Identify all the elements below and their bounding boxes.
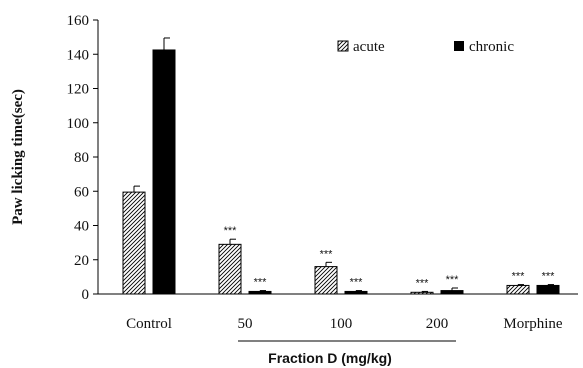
legend: acute chronic [337, 39, 514, 55]
significance-chronic-4: *** [542, 271, 556, 283]
significance-chronic-2: *** [350, 277, 364, 289]
significance-acute-1: *** [224, 225, 238, 237]
bar-chronic-0 [152, 49, 176, 295]
y-tick-label: 20 [74, 253, 89, 269]
x-category-label: 100 [330, 316, 353, 332]
y-axis-label: Paw licking time(sec) [10, 89, 26, 225]
significance-acute-4: *** [512, 271, 526, 283]
legend-swatch-chronic [454, 41, 464, 51]
y-tick-label: 60 [74, 184, 89, 200]
bar-chronic-3 [440, 290, 464, 295]
significance-chronic-1: *** [254, 277, 268, 289]
bars [122, 49, 560, 295]
y-tick-label: 160 [67, 13, 90, 29]
x-category-label: 50 [238, 316, 253, 332]
legend-swatch-acute [337, 40, 349, 52]
y-tick-label: 140 [67, 47, 90, 63]
category-labels: Control 50 100 200 Morphine [126, 316, 563, 332]
bar-chronic-4 [536, 284, 560, 295]
y-axis-ticks: 0 20 40 60 80 100 120 140 160 [67, 13, 98, 303]
significance-acute-2: *** [320, 248, 334, 260]
y-tick-label: 100 [67, 116, 90, 132]
x-category-label: 200 [426, 316, 449, 332]
error-bars [133, 37, 554, 293]
bar-acute-1 [218, 243, 242, 295]
y-tick-label: 120 [67, 82, 90, 98]
y-tick-label: 0 [82, 287, 90, 303]
bar-acute-4 [506, 284, 530, 295]
bar-chronic-1 [248, 290, 272, 295]
x-category-label: Control [126, 316, 172, 332]
bar-chronic-2 [344, 290, 368, 295]
group-label: Fraction D (mg/kg) [268, 350, 392, 366]
y-tick-label: 40 [74, 219, 89, 235]
bar-acute-2 [314, 266, 338, 295]
x-category-label: Morphine [503, 316, 563, 332]
significance-acute-3: *** [416, 277, 430, 289]
bar-acute-3 [410, 291, 434, 295]
y-tick-label: 80 [74, 150, 89, 166]
legend-label-acute: acute [353, 39, 385, 55]
significance-labels: *** *** *** *** *** *** *** *** [224, 225, 556, 289]
significance-chronic-3: *** [446, 274, 460, 286]
legend-label-chronic: chronic [469, 39, 514, 55]
bar-acute-0 [122, 191, 146, 295]
